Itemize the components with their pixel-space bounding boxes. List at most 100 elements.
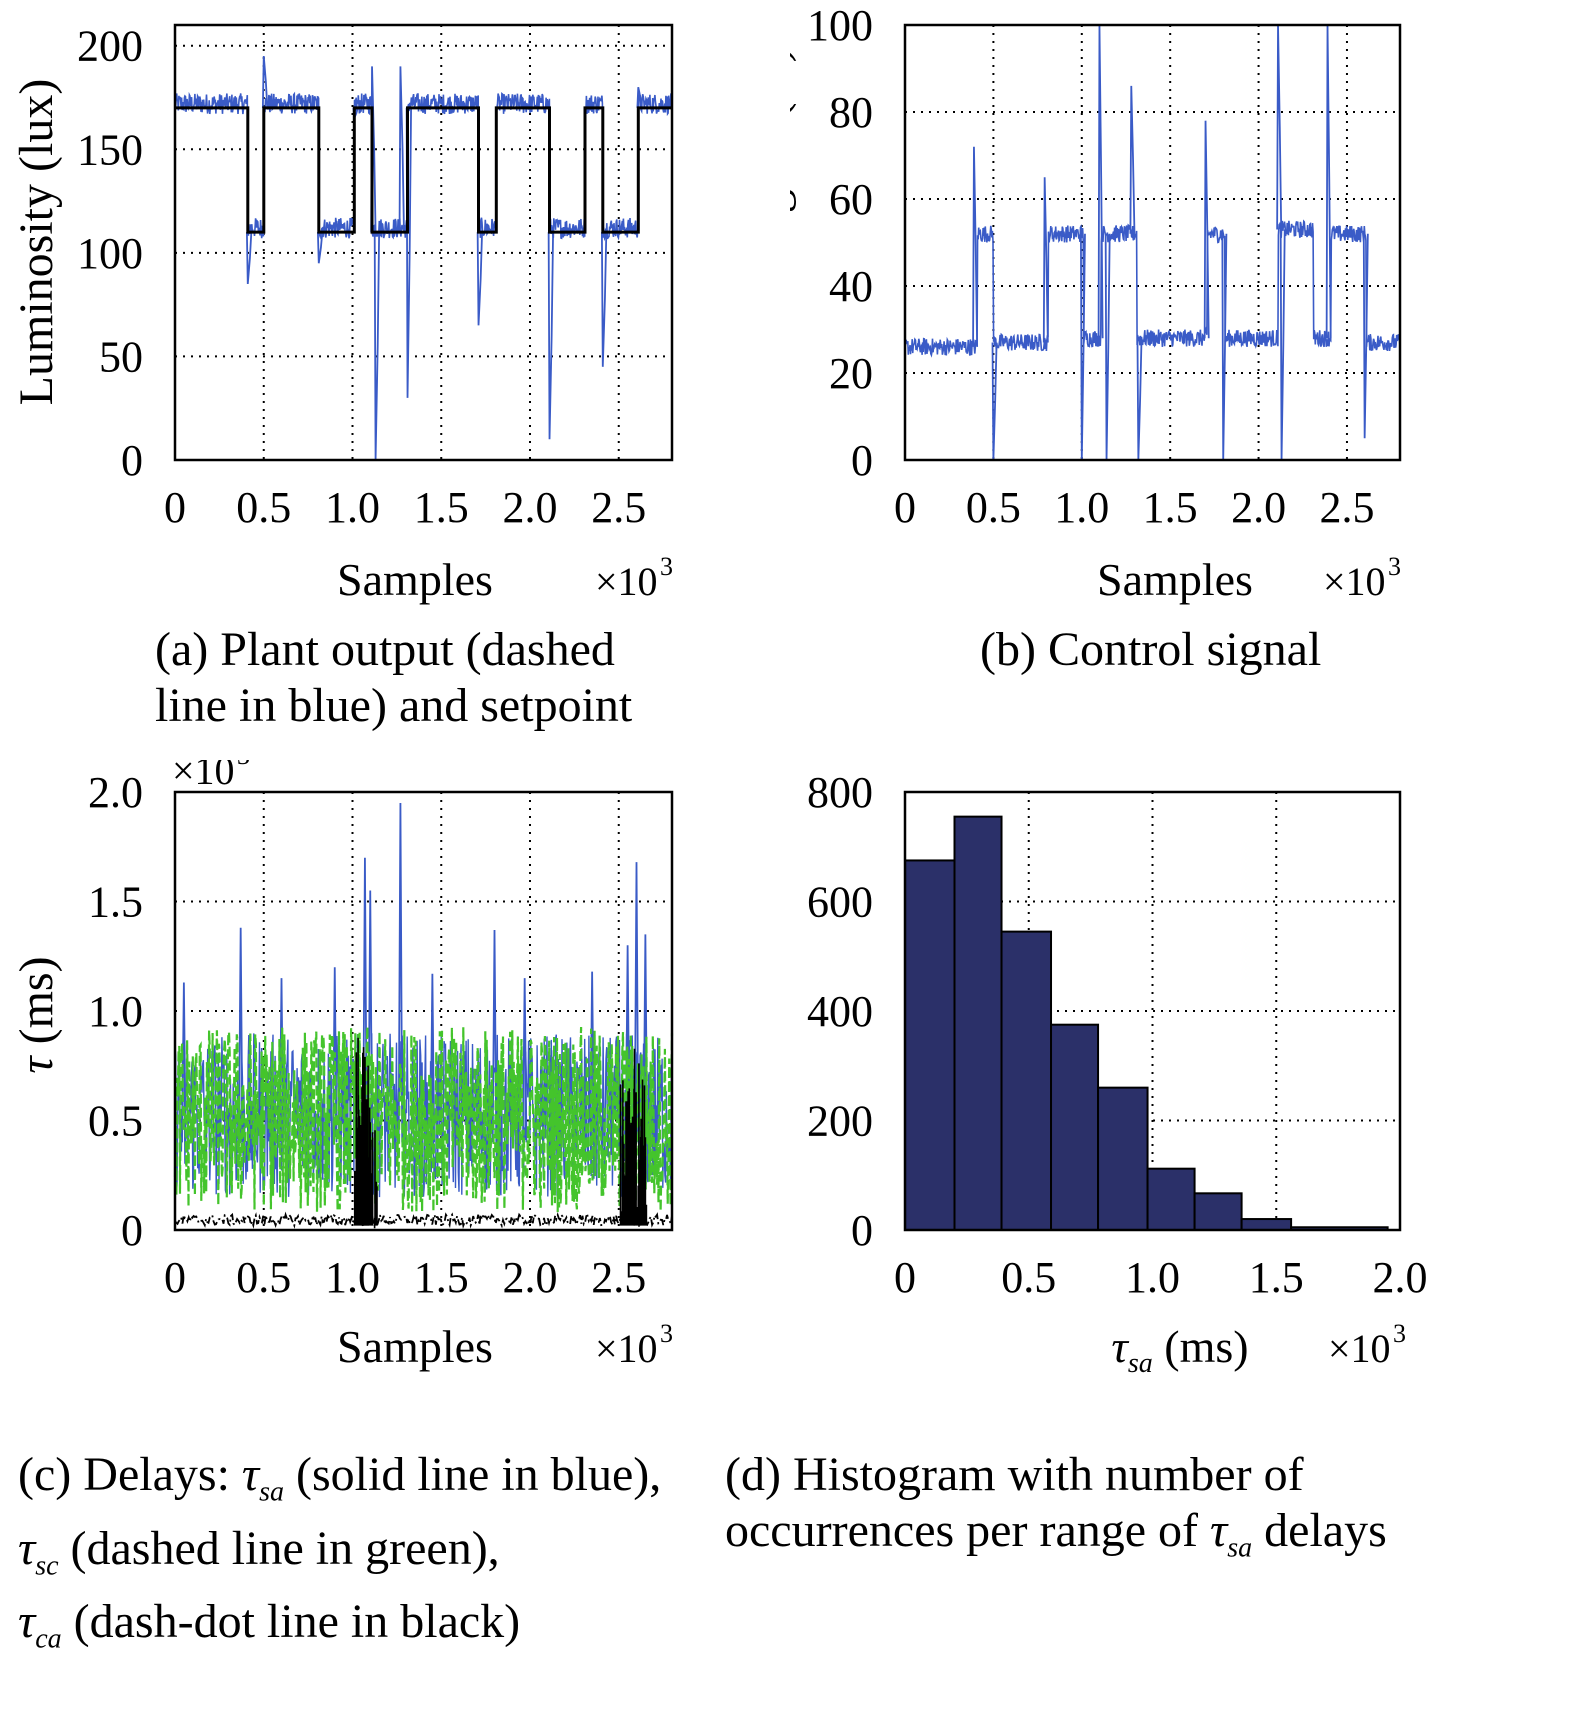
tau-sa-peak (397, 802, 404, 1143)
x-axis-multiplier-exp: 3 (1393, 1319, 1406, 1348)
caption-b-line1: (b) Control signal (980, 623, 1322, 676)
x-tick-label: 0.5 (1001, 1253, 1056, 1302)
x-tick-label: 0 (164, 483, 186, 532)
y-tick-label: 100 (807, 1, 873, 50)
control-signal-spike (1279, 229, 1286, 461)
x-axis-label: Samples (337, 554, 493, 605)
setpoint-line (175, 106, 672, 234)
tau-sc-line (173, 1026, 674, 1213)
control-signal-spike (972, 146, 979, 347)
histogram-bar (1097, 1086, 1149, 1231)
control-signal-spike (991, 342, 998, 461)
control-signal-line (904, 219, 1401, 358)
plant-output-line (174, 91, 673, 242)
caption-d-line1: (d) Histogram with number of (725, 1448, 1304, 1501)
y-tick-label: 50 (99, 332, 143, 381)
x-tick-label: 0.5 (236, 483, 291, 532)
x-tick-label: 2.0 (1373, 1253, 1428, 1302)
plant-output-spike (636, 86, 643, 108)
x-tick-label: 1.5 (414, 1253, 469, 1302)
y-tick-label: 400 (807, 987, 873, 1036)
tau-ca-line (174, 1211, 673, 1229)
control-signal-spike (1104, 233, 1111, 461)
x-axis-label: τsa (ms) (1111, 1321, 1248, 1379)
y-axis-label: Luminosity (lux) (10, 79, 63, 406)
plant-output-spike (398, 66, 405, 233)
tau-sa-peak (238, 927, 244, 1143)
control-signal-spike (1221, 233, 1228, 461)
x-tick-label: 1.0 (325, 483, 380, 532)
y-tick-label: 0 (121, 436, 143, 485)
plant-output-spike (245, 232, 253, 285)
x-tick-label: 1.5 (414, 483, 469, 532)
histogram-bar (1240, 1218, 1293, 1231)
caption-c: (c) Delays: τsa (solid line in blue), τs… (18, 1447, 661, 1668)
x-tick-label: 2.5 (591, 1253, 646, 1302)
control-signal-spike (1129, 85, 1136, 234)
y-axis-label: Control signal (%) (790, 46, 797, 403)
y-axis-multiplier-exp: 3 (237, 760, 250, 770)
panel-c-chart: 00.51.01.52.02.500.51.01.52.0τ (ms)×103S… (10, 760, 674, 1372)
caption-c-line3: τca (dash-dot line in black) (18, 1595, 521, 1655)
y-tick-label: 60 (829, 175, 873, 224)
plant-output-spike (261, 55, 269, 108)
x-tick-label: 0 (894, 483, 916, 532)
control-signal-spike (1097, 24, 1104, 339)
control-signal-spike (1362, 233, 1369, 439)
x-tick-label: 0.5 (966, 483, 1021, 532)
y-axis-label: τ (ms) (10, 956, 63, 1073)
y-axis-label: Number of occurrences (790, 777, 797, 1227)
tau-ca-burst (362, 1104, 378, 1229)
y-tick-label: 2.0 (88, 768, 143, 817)
y-tick-label: 0 (851, 1206, 873, 1255)
plant-output-spike (600, 232, 608, 367)
x-tick-label: 0 (164, 1253, 186, 1302)
y-tick-label: 150 (77, 125, 143, 174)
caption-a: (a) Plant output (dashed line in blue) a… (155, 622, 632, 734)
control-signal-spike (1325, 24, 1332, 339)
y-tick-label: 0.5 (88, 1097, 143, 1146)
y-tick-label: 0 (851, 436, 873, 485)
x-tick-label: 2.0 (503, 483, 558, 532)
y-tick-label: 200 (807, 1097, 873, 1146)
x-tick-label: 1.5 (1249, 1253, 1304, 1302)
tau-sa-peak (522, 978, 528, 1143)
plant-output-spike (316, 232, 324, 264)
x-axis-multiplier-exp: 3 (660, 1319, 673, 1348)
y-tick-label: 600 (807, 878, 873, 927)
control-signal-spike (1136, 338, 1143, 461)
plot-frame (903, 23, 1402, 462)
y-tick-label: 40 (829, 262, 873, 311)
y-axis-multiplier: ×10 (172, 760, 235, 793)
caption-a-line1: (a) Plant output (dashed (155, 623, 615, 676)
x-axis-multiplier: ×10 (595, 559, 658, 604)
control-signal-spike (1203, 120, 1210, 339)
plant-output-spike (476, 232, 483, 326)
y-tick-label: 800 (807, 768, 873, 817)
control-signal-spike (1042, 177, 1049, 343)
x-tick-label: 0 (894, 1253, 916, 1302)
x-tick-label: 1.5 (1143, 483, 1198, 532)
caption-a-line2: line in blue) and setpoint (155, 679, 633, 732)
caption-c-line2: τsc (dashed line in green), (18, 1521, 500, 1582)
panel-b-chart: 0 0.5 1.0 1.5 2.0 2.5 0 20 40 60 80 100 Control sign… (790, 1, 1402, 605)
y-tick-label: 1.0 (88, 987, 143, 1036)
control-signal-spike (1276, 24, 1283, 230)
caption-b: (b) Control signal (980, 622, 1321, 678)
histogram-bar (1000, 930, 1053, 1232)
tau-ca-burst (633, 1048, 648, 1227)
tau-ca-burst (619, 1080, 635, 1226)
x-tick-label: 0.5 (236, 1253, 291, 1302)
x-axis-multiplier-exp: 3 (660, 552, 673, 581)
tau-sa-peak (181, 982, 187, 1143)
panel-a-chart: 0 0.5 1.0 1.5 2.0 2.5 0 50 100 150 200 Luminosity (… (10, 22, 674, 605)
control-signal-spike (1080, 233, 1086, 461)
histogram-bar (953, 815, 1003, 1231)
plot-frame (903, 790, 1402, 1232)
panel-d-chart: 0 0.5 1.0 1.5 2.0 0 200 400 600 800 Number of occu… (790, 768, 1428, 1379)
x-axis-multiplier-exp: 3 (1388, 552, 1401, 581)
x-axis-label: Samples (337, 1321, 493, 1372)
x-axis-label: Samples (1097, 554, 1253, 605)
x-tick-label: 2.5 (1319, 483, 1374, 532)
tau-sa-line (174, 1032, 673, 1198)
